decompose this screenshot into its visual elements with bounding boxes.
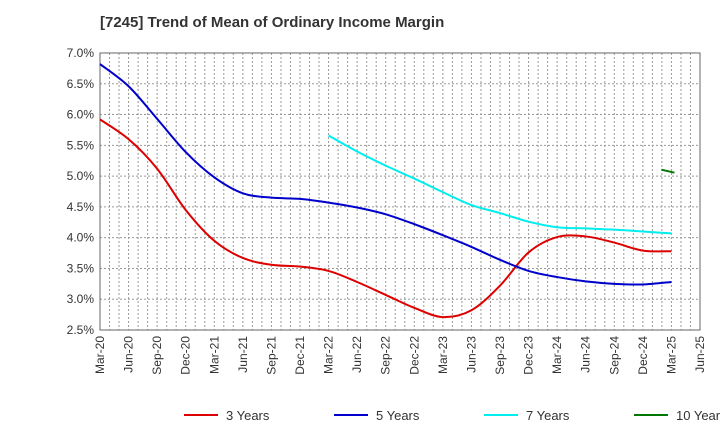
y-tick-label: 6.5% [67, 77, 95, 91]
y-tick-label: 3.0% [67, 292, 95, 306]
series-line-7-years [328, 134, 672, 235]
x-tick-label: Mar-25 [664, 336, 678, 374]
series-line-10-years [661, 168, 675, 174]
series-lines [99, 63, 675, 319]
legend-swatch [184, 414, 218, 416]
legend-swatch [484, 414, 518, 416]
series-line-3-years [99, 118, 672, 319]
x-tick-label: Jun-24 [579, 336, 593, 373]
legend: 3 Years 5 Years 7 Years 10 Years [0, 404, 720, 426]
x-tick-label: Sep-20 [150, 336, 164, 375]
x-tick-label: Mar-22 [322, 336, 336, 374]
x-tick-label: Dec-21 [293, 336, 307, 375]
legend-label: 10 Years [676, 407, 720, 423]
y-tick-label: 7.0% [67, 46, 95, 60]
x-tick-label: Dec-20 [179, 336, 193, 375]
x-tick-label: Sep-24 [607, 336, 621, 375]
axes: 2.5% 3.0% 3.5% 4.0% 4.5% 5.0% 5.5% 6.0% 6.5% 7.0%… [67, 46, 707, 375]
y-tick-label: 4.0% [67, 231, 95, 245]
x-tick-label: Dec-23 [522, 336, 536, 375]
x-tick-label: Sep-22 [379, 336, 393, 375]
y-tick-label: 6.0% [67, 108, 95, 122]
x-tick-label: Jun-20 [122, 336, 136, 373]
x-tick-label: Jun-21 [236, 336, 250, 373]
x-tick-label: Jun-22 [350, 336, 364, 373]
y-tick-label: 5.0% [67, 169, 95, 183]
x-tick-label: Sep-23 [493, 336, 507, 375]
plot-frame [99, 52, 701, 331]
x-tick-label: Mar-23 [436, 336, 450, 374]
y-tick-label: 3.5% [67, 261, 95, 275]
x-tick-label: Mar-21 [207, 336, 221, 374]
x-tick-label: Dec-22 [407, 336, 421, 375]
legend-item: 5 Years [334, 404, 419, 426]
x-tick-label: Jun-23 [464, 336, 478, 373]
legend-item: 3 Years [184, 404, 269, 426]
y-tick-label: 5.5% [67, 138, 95, 152]
series-line-5-years [99, 63, 672, 286]
legend-item: 7 Years [484, 404, 569, 426]
legend-label: 3 Years [226, 407, 270, 423]
chart-title: [7245] Trend of Mean of Ordinary Income … [100, 14, 445, 31]
legend-item: 10 Years [634, 404, 720, 426]
legend-swatch [634, 414, 668, 416]
x-tick-label: Mar-20 [93, 336, 107, 374]
legend-label: 7 Years [526, 407, 570, 423]
legend-swatch [334, 414, 368, 416]
x-tick-label: Sep-21 [264, 336, 278, 375]
x-tick-label: Mar-24 [550, 336, 564, 374]
x-tick-label: Dec-24 [636, 336, 650, 375]
grid [99, 52, 701, 331]
y-tick-label: 4.5% [67, 200, 95, 214]
legend-label: 5 Years [376, 407, 420, 423]
y-tick-label: 2.5% [67, 323, 95, 337]
x-tick-label: Jun-25 [693, 336, 707, 373]
